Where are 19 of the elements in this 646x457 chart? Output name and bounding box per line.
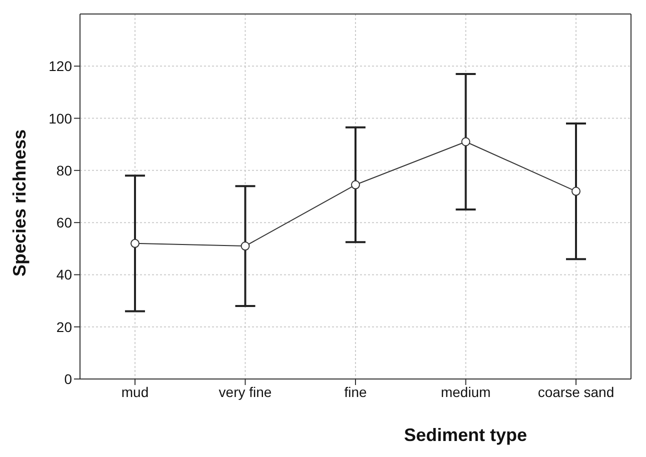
y-tick-label: 120 [48, 58, 72, 74]
point [351, 180, 360, 190]
x-tick-label: very fine [218, 384, 272, 400]
x-tick-label: mud [121, 384, 149, 400]
x-tick-label: fine [344, 384, 367, 400]
x-tick-label: medium [440, 384, 491, 400]
point [130, 238, 140, 248]
y-tick-label: 60 [56, 214, 72, 231]
y-tick-label: 20 [56, 318, 72, 335]
y-tick-label: 80 [56, 162, 72, 178]
x-tick-label: coarse sand [538, 384, 614, 400]
point [572, 186, 580, 196]
point [461, 137, 470, 146]
x-axis-title: Sediment type [404, 425, 528, 445]
y-tick-label: 100 [48, 110, 72, 126]
y-axis-title: Species richness [9, 129, 30, 276]
y-tick-label: 40 [56, 266, 72, 283]
y-tick-label: 0 [64, 370, 72, 387]
point [240, 242, 250, 251]
